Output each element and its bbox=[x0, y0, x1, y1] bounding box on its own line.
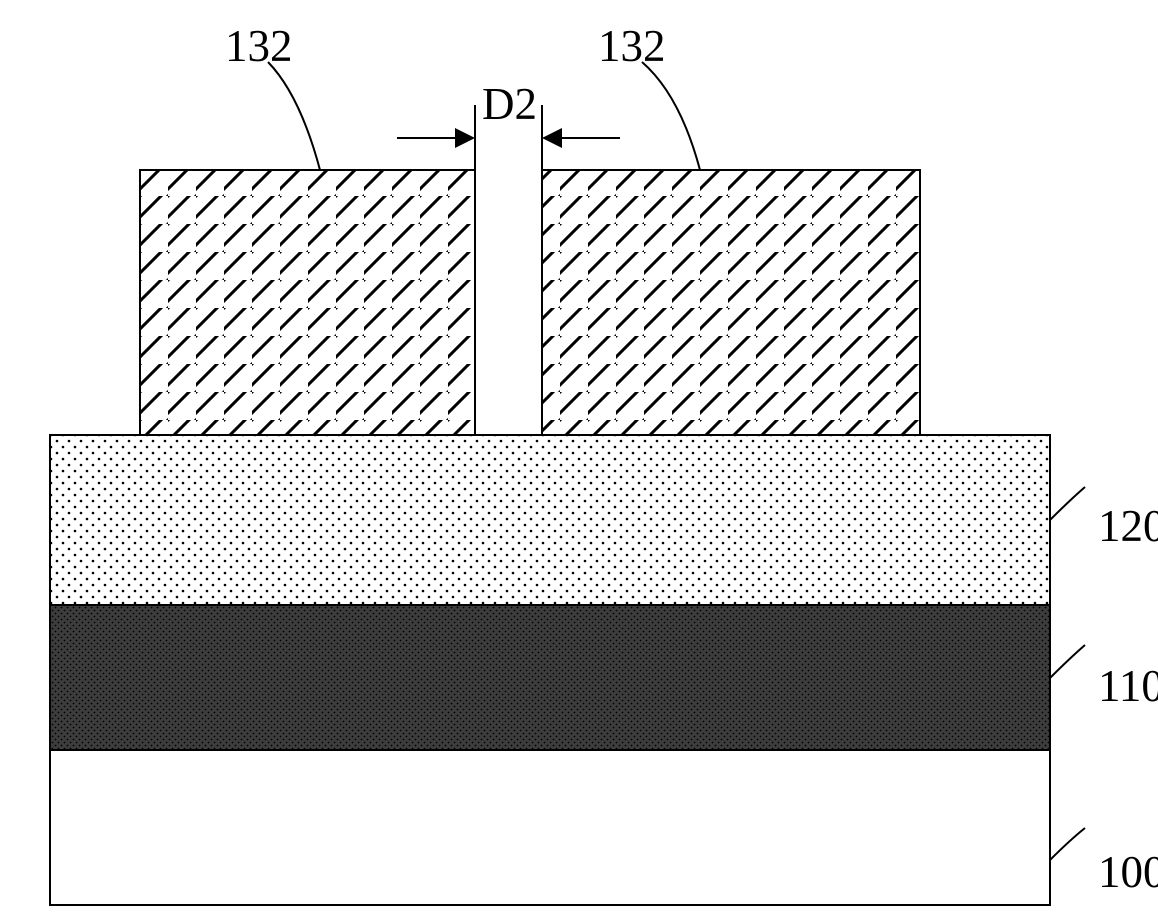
label-100: 100 bbox=[1098, 846, 1158, 898]
diagram-svg bbox=[0, 0, 1158, 920]
label-d2: D2 bbox=[482, 78, 537, 130]
layer-110 bbox=[50, 605, 1050, 750]
label-132-left: 132 bbox=[225, 20, 293, 72]
block-right-132 bbox=[542, 170, 920, 435]
leader-120 bbox=[1050, 487, 1085, 520]
leader-110 bbox=[1050, 645, 1085, 678]
label-120: 120 bbox=[1098, 500, 1158, 552]
label-132-right: 132 bbox=[598, 20, 666, 72]
dim-arrow-left bbox=[397, 128, 475, 148]
layer-substrate bbox=[50, 750, 1050, 905]
block-left-132 bbox=[140, 170, 475, 435]
layer-120 bbox=[50, 435, 1050, 605]
leader-left-132 bbox=[268, 62, 320, 170]
diagram-canvas: 132 132 D2 120 110 100 bbox=[0, 0, 1158, 920]
leader-right-132 bbox=[642, 62, 700, 170]
leader-100 bbox=[1050, 828, 1085, 860]
label-110: 110 bbox=[1098, 660, 1158, 712]
dim-arrow-right bbox=[542, 128, 620, 148]
